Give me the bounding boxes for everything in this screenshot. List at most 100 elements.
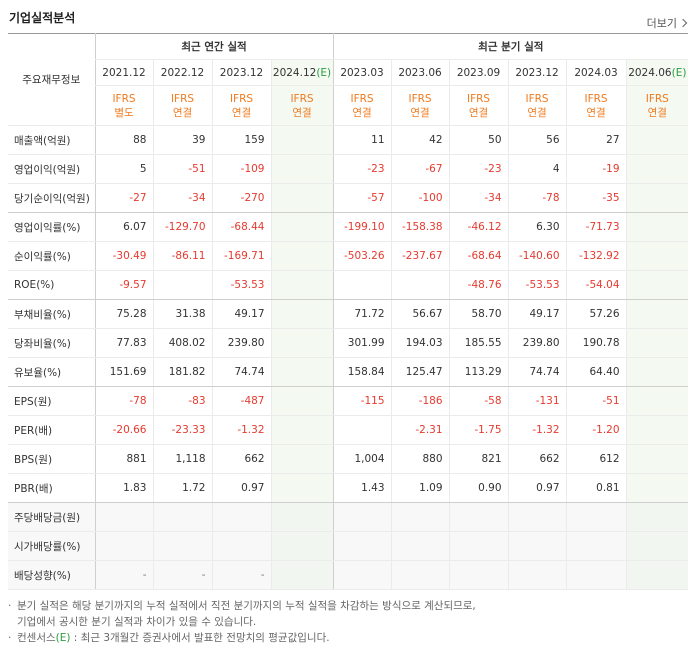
value-cell: -270 — [211, 183, 271, 213]
value-cell: 181.82 — [152, 357, 212, 387]
row-label: PBR(배) — [8, 473, 95, 503]
value-cell: - — [94, 560, 153, 590]
value-cell: 11 — [332, 125, 392, 155]
period-date: 2024.06 — [628, 66, 672, 79]
row-label: 당기순이익(억원) — [8, 183, 95, 213]
value-cell: 662 — [211, 444, 271, 474]
value-cell — [625, 299, 689, 329]
consolidation-basis: 연결 — [468, 106, 489, 119]
period-date: 2021.12 — [102, 66, 146, 79]
value-cell — [625, 473, 689, 503]
row-label: 당좌비율(%) — [8, 328, 95, 358]
value-cell: 1.72 — [152, 473, 212, 503]
value-cell: 301.99 — [332, 328, 392, 358]
standard-cell: IFRS 연결 — [565, 85, 627, 126]
consolidation-basis: 연결 — [172, 106, 193, 119]
value-cell: -100 — [390, 183, 450, 213]
value-cell — [625, 154, 689, 184]
value-cell: 821 — [448, 444, 509, 474]
value-cell — [507, 502, 567, 532]
value-cell: -51 — [152, 154, 212, 184]
financial-table: 주요재무정보 최근 연간 실적 최근 분기 실적 2021.12 2022.12 2023… — [8, 33, 689, 590]
data-row: BPS(원) 881 1,118 662 1,004 880 821 662 612 — [8, 444, 689, 474]
value-cell — [270, 125, 334, 155]
data-row: 매출액(억원) 88 39 159 11 42 50 56 27 — [8, 125, 689, 155]
period-date: 2023.12 — [515, 66, 559, 79]
row-label: ROE(%) — [8, 270, 95, 300]
accounting-standard: IFRS — [584, 92, 608, 105]
row-label: 시가배당률(%) — [8, 531, 95, 561]
value-cell — [625, 357, 689, 387]
value-cell: 0.90 — [448, 473, 509, 503]
period-header: 2023.12 — [211, 59, 271, 86]
period-header: 2023.12 — [507, 59, 567, 86]
value-cell — [270, 241, 334, 271]
data-row: 영업이익(억원) 5 -51 -109 -23 -67 -23 4 -19 — [8, 154, 689, 184]
value-cell: 239.80 — [211, 328, 271, 358]
group-row: 주요재무정보 최근 연간 실적 최근 분기 실적 — [8, 33, 689, 126]
value-cell: -129.70 — [152, 212, 212, 242]
value-cell: -140.60 — [507, 241, 567, 271]
standard-cell: IFRS 연결 — [152, 85, 212, 126]
corner-cell: 주요재무정보 — [8, 33, 95, 126]
value-cell: -20.66 — [94, 415, 153, 445]
standard-cell: IFRS 별도 — [94, 85, 153, 126]
row-label: 순이익률(%) — [8, 241, 95, 271]
value-cell: 1,118 — [152, 444, 212, 474]
value-cell: 56.67 — [390, 299, 450, 329]
value-cell: 6.07 — [94, 212, 153, 242]
standard-cell: IFRS 연결 — [390, 85, 450, 126]
standard-cell: IFRS 연결 — [270, 85, 334, 126]
note-part: : 최근 3개월간 증권사에서 발표한 전망치의 평균값입니다. — [70, 632, 330, 644]
value-cell — [270, 299, 334, 329]
note-line: 분기 실적은 해당 분기까지의 누적 실적에서 직전 분기까지의 누적 실적을 … — [8, 598, 476, 614]
value-cell: 239.80 — [507, 328, 567, 358]
value-cell — [507, 531, 567, 561]
row-label: 매출액(억원) — [8, 125, 95, 155]
value-cell: -115 — [332, 386, 392, 416]
data-row: EPS(원) -78 -83 -487 -115 -186 -58 -131 -51 — [8, 386, 689, 416]
standard-cell: IFRS 연결 — [211, 85, 271, 126]
value-cell: -2.31 — [390, 415, 450, 445]
note-line: 컨센서스(E) : 최근 3개월간 증권사에서 발표한 전망치의 평균값입니다. — [8, 630, 476, 646]
value-cell — [270, 328, 334, 358]
data-row: 주당배당금(원) — [8, 502, 689, 532]
more-arrow — [678, 18, 688, 28]
value-cell: -158.38 — [390, 212, 450, 242]
value-cell — [625, 502, 689, 532]
row-label: 영업이익(억원) — [8, 154, 95, 184]
value-cell: -23 — [332, 154, 392, 184]
period-date: 2024.12 — [272, 66, 317, 79]
notes: 분기 실적은 해당 분기까지의 누적 실적에서 직전 분기까지의 누적 실적을 … — [8, 598, 476, 646]
value-cell: 151.69 — [94, 357, 153, 387]
more-link[interactable]: 더보기 — [646, 15, 688, 31]
row-label: 영업이익률(%) — [8, 212, 95, 242]
value-cell: -53.53 — [211, 270, 271, 300]
standard-cell: IFRS 연결 — [507, 85, 567, 126]
value-cell: -34 — [152, 183, 212, 213]
value-cell: -19 — [565, 154, 627, 184]
standard-cell: IFRS 연결 — [625, 85, 689, 126]
data-row: 순이익률(%) -30.49 -86.11 -169.71 -503.26 -237.67… — [8, 241, 689, 271]
value-cell: 88 — [94, 125, 153, 155]
note-part: 컨센서스 — [17, 632, 56, 644]
value-cell — [565, 502, 627, 532]
data-row: 유보율(%) 151.69 181.82 74.74 158.84 125.47 113.2… — [8, 357, 689, 387]
value-cell — [332, 502, 392, 532]
value-cell: 190.78 — [565, 328, 627, 358]
value-cell: 27 — [565, 125, 627, 155]
value-cell — [448, 502, 509, 532]
accounting-standard: IFRS — [229, 92, 254, 105]
value-cell — [565, 531, 627, 561]
value-cell: -35 — [565, 183, 627, 213]
value-cell: 0.81 — [565, 473, 627, 503]
value-cell: 125.47 — [390, 357, 450, 387]
value-cell: - — [152, 560, 212, 590]
more-label[interactable]: 더보기 — [646, 17, 677, 30]
data-row: 영업이익률(%) 6.07 -129.70 -68.44 -199.10 -158.38-… — [8, 212, 689, 242]
consolidation-basis: 연결 — [231, 106, 252, 119]
value-cell: -169.71 — [211, 241, 271, 271]
table-head: 주요재무정보 최근 연간 실적 최근 분기 실적 2021.12 2022.12 2023… — [8, 33, 689, 126]
value-cell: -237.67 — [390, 241, 450, 271]
value-cell — [625, 125, 689, 155]
